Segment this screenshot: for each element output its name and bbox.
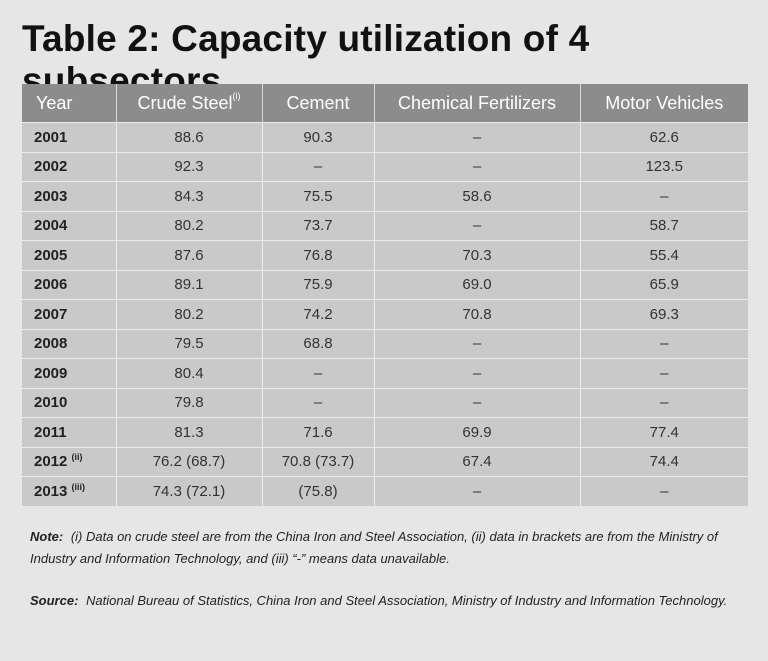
- table-title: Table 2: Capacity utilization of 4 subse…: [22, 18, 590, 101]
- source-label: Source:: [30, 593, 79, 608]
- cement-cell: –: [262, 151, 375, 182]
- note-text: (i) Data on crude steel are from the Chi…: [30, 529, 718, 566]
- chemical-fertilizers-cell: –: [374, 210, 581, 241]
- cement-cell: 76.8: [262, 240, 375, 270]
- cement-cell: 90.3: [262, 122, 375, 152]
- chemical-fertilizers-cell: –: [374, 151, 581, 182]
- table-row: 2011 81.3 71.6 69.9 77.4: [22, 417, 748, 447]
- footnote-marker: (i): [232, 90, 241, 101]
- motor-vehicles-cell: –: [580, 387, 748, 418]
- motor-vehicles-cell: 69.3: [580, 299, 748, 329]
- table-row: 2003 84.3 75.5 58.6–: [22, 181, 748, 211]
- capacity-table: Year Crude Steel(i) Cement Chemical Fert…: [22, 84, 748, 506]
- motor-vehicles-cell: 123.5: [580, 151, 748, 182]
- year-cell: 2003: [22, 181, 117, 211]
- crude-steel-cell: 87.6: [116, 240, 263, 270]
- cement-cell: 73.7: [262, 210, 375, 241]
- motor-vehicles-cell: 74.4: [580, 446, 748, 477]
- cement-cell: 71.6: [262, 417, 375, 447]
- table-row: 2001 88.6 90.3–62.6: [22, 122, 748, 152]
- header-chemical-fertilizers: Chemical Fertilizers: [374, 84, 581, 123]
- year-cell: 2013 (iii): [22, 476, 117, 506]
- crude-steel-cell: 84.3: [116, 181, 263, 211]
- motor-vehicles-cell: 65.9: [580, 269, 748, 300]
- header-crude-steel: Crude Steel(i): [116, 84, 263, 123]
- crude-steel-cell: 80.2: [116, 210, 263, 241]
- chemical-fertilizers-cell: –: [374, 122, 581, 152]
- motor-vehicles-cell: –: [580, 358, 748, 388]
- table-row: 2005 87.6 76.8 70.3 55.4: [22, 240, 748, 270]
- table-row: 2008 79.5 68.8– –: [22, 328, 748, 359]
- chemical-fertilizers-cell: 67.4: [374, 446, 581, 477]
- year-cell: 2008: [22, 328, 117, 359]
- motor-vehicles-cell: 55.4: [580, 240, 748, 270]
- note: Note: (i) Data on crude steel are from t…: [30, 526, 730, 570]
- chemical-fertilizers-cell: 58.6: [374, 181, 581, 211]
- table-row: 2002 92.3– –123.5: [22, 151, 748, 182]
- header-motor-vehicles: Motor Vehicles: [580, 84, 748, 123]
- cement-cell: (75.8): [262, 476, 375, 506]
- year-cell: 2007: [22, 299, 117, 329]
- table-row: 2010 79.8– – –: [22, 387, 748, 418]
- cement-cell: –: [262, 387, 375, 418]
- crude-steel-cell: 80.2: [116, 299, 263, 329]
- crude-steel-cell: 80.4: [116, 358, 263, 388]
- crude-steel-cell: 81.3: [116, 417, 263, 447]
- table-row: 2013 (iii) 74.3 (72.1) (75.8) – –: [22, 476, 748, 506]
- source: Source: National Bureau of Statistics, C…: [30, 590, 730, 612]
- year-cell: 2011: [22, 417, 117, 447]
- chemical-fertilizers-cell: –: [374, 387, 581, 418]
- crude-steel-cell: 79.8: [116, 387, 263, 418]
- crude-steel-cell: 89.1: [116, 269, 263, 300]
- motor-vehicles-cell: 62.6: [580, 122, 748, 152]
- cement-cell: 70.8 (73.7): [262, 446, 375, 477]
- motor-vehicles-cell: –: [580, 328, 748, 359]
- chemical-fertilizers-cell: –: [374, 476, 581, 506]
- year-cell: 2001: [22, 122, 117, 152]
- header-cement: Cement: [262, 84, 375, 123]
- chemical-fertilizers-cell: –: [374, 358, 581, 388]
- footnote-marker: (ii): [71, 452, 83, 463]
- year-cell: 2004: [22, 210, 117, 241]
- chemical-fertilizers-cell: 69.0: [374, 269, 581, 300]
- motor-vehicles-cell: –: [580, 476, 748, 506]
- motor-vehicles-cell: –: [580, 181, 748, 211]
- note-label: Note:: [30, 529, 64, 544]
- chemical-fertilizers-cell: 70.8: [374, 299, 581, 329]
- year-cell: 2012 (ii): [22, 446, 117, 477]
- crude-steel-cell: 74.3 (72.1): [116, 476, 263, 506]
- cement-cell: 75.5: [262, 181, 375, 211]
- motor-vehicles-cell: 77.4: [580, 417, 748, 447]
- header-row: Year Crude Steel(i) Cement Chemical Fert…: [22, 84, 748, 123]
- table-row: 2006 89.1 75.9 69.0 65.9: [22, 269, 748, 300]
- cement-cell: 75.9: [262, 269, 375, 300]
- table-row: 2012 (ii) 76.2 (68.7) 70.8 (73.7) 67.4 74.4: [22, 446, 748, 477]
- notes-section: Note: (i) Data on crude steel are from t…: [30, 526, 730, 612]
- year-cell: 2009: [22, 358, 117, 388]
- motor-vehicles-cell: 58.7: [580, 210, 748, 241]
- crude-steel-cell: 92.3: [116, 151, 263, 182]
- year-cell: 2006: [22, 269, 117, 300]
- cement-cell: 74.2: [262, 299, 375, 329]
- table-row: 2007 80.2 74.2 70.8 69.3: [22, 299, 748, 329]
- chemical-fertilizers-cell: 69.9: [374, 417, 581, 447]
- crude-steel-cell: 79.5: [116, 328, 263, 359]
- year-cell: 2002: [22, 151, 117, 182]
- footnote-marker: (iii): [71, 481, 86, 492]
- table-body: 2001 88.6 90.3–62.6 2002 92.3– –123.5 2003 84.3…: [22, 122, 748, 506]
- year-cell: 2010: [22, 387, 117, 418]
- header-year: Year: [22, 84, 117, 123]
- source-text: National Bureau of Statistics, China Iro…: [86, 593, 728, 608]
- table-row: 2009 80.4– – –: [22, 358, 748, 388]
- crude-steel-cell: 76.2 (68.7): [116, 446, 263, 477]
- cement-cell: –: [262, 358, 375, 388]
- year-cell: 2005: [22, 240, 117, 270]
- crude-steel-cell: 88.6: [116, 122, 263, 152]
- chemical-fertilizers-cell: 70.3: [374, 240, 581, 270]
- table-row: 2004 80.2 73.7–58.7: [22, 210, 748, 241]
- cement-cell: 68.8: [262, 328, 375, 359]
- chemical-fertilizers-cell: –: [374, 328, 581, 359]
